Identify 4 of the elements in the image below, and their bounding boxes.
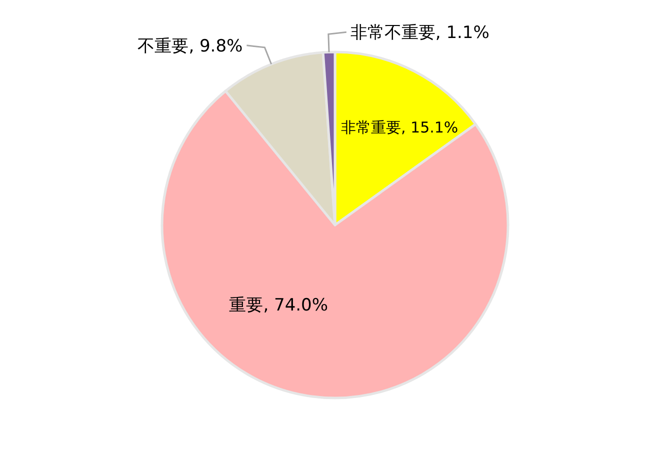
slice-label: 重要, 74.0%: [229, 296, 328, 316]
slice-label: 非常不重要, 1.1%: [350, 23, 490, 44]
slice-label: 不重要, 9.8%: [138, 36, 243, 56]
slice-label: 非常重要, 15.1%: [341, 118, 458, 137]
